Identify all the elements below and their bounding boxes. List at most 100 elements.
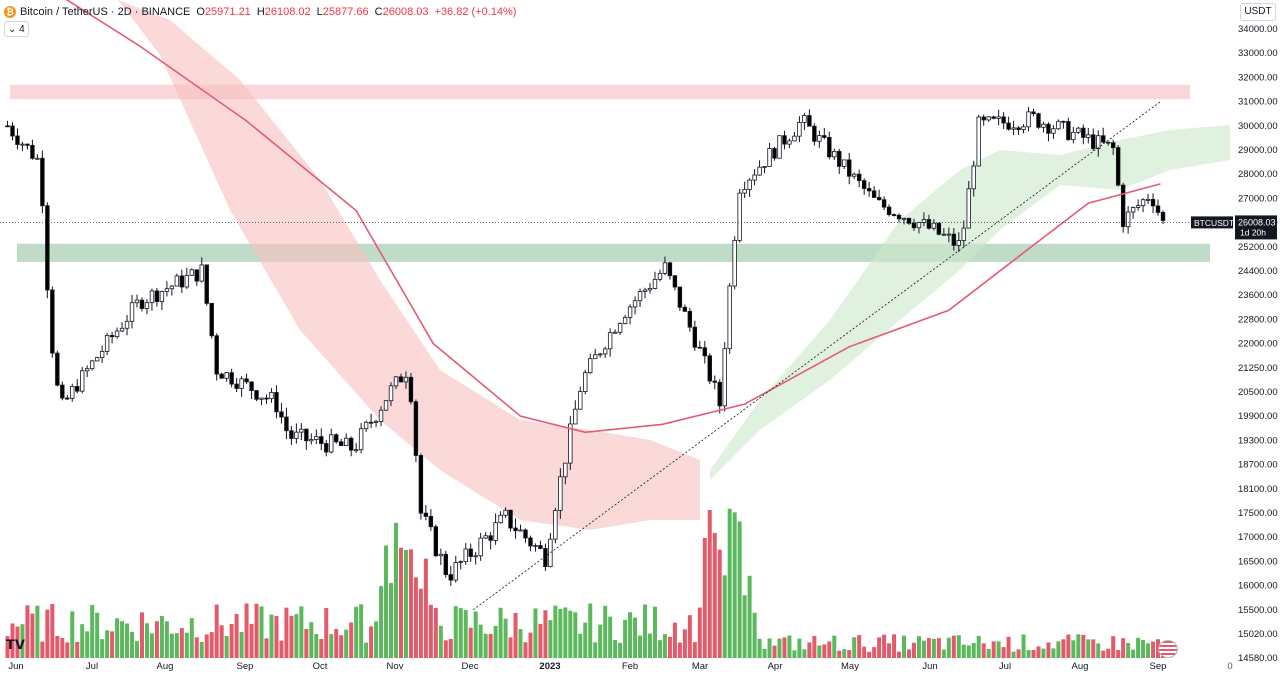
candle-body-43 bbox=[219, 373, 224, 379]
candle-body-107 bbox=[538, 545, 543, 549]
time-tick-label: Dec bbox=[462, 661, 479, 672]
candle-body-226 bbox=[1130, 207, 1136, 213]
candle-body-145 bbox=[727, 285, 732, 350]
candle-body-66 bbox=[334, 434, 339, 443]
candle-body-52 bbox=[264, 397, 269, 400]
volume-bar-173 bbox=[867, 651, 872, 658]
volume-bar-92 bbox=[463, 610, 468, 658]
volume-bar-187 bbox=[936, 638, 941, 658]
volume-bar-220 bbox=[1101, 650, 1106, 658]
volume-bar-149 bbox=[747, 575, 752, 658]
candle-body-108 bbox=[543, 548, 548, 568]
candle-body-144 bbox=[722, 348, 727, 407]
volume-bar-2 bbox=[15, 626, 20, 658]
volume-bar-153 bbox=[767, 638, 772, 658]
candle-body-64 bbox=[324, 443, 329, 453]
candle-body-216 bbox=[1081, 127, 1086, 138]
volume-bar-39 bbox=[199, 641, 204, 658]
candle-body-181 bbox=[906, 217, 912, 224]
moving-average-line bbox=[65, 0, 1161, 434]
symbol-title[interactable]: Bitcoin / TetherUS · 2D · BINANCE bbox=[20, 6, 191, 18]
volume-bar-105 bbox=[528, 632, 533, 658]
candle-body-114 bbox=[573, 408, 578, 425]
volume-bar-225 bbox=[1126, 643, 1131, 658]
volume-bar-135 bbox=[677, 642, 682, 658]
volume-bar-119 bbox=[598, 624, 603, 658]
candles bbox=[5, 106, 1166, 586]
volume-bar-49 bbox=[249, 623, 254, 658]
volume-bar-93 bbox=[468, 627, 473, 658]
volume-bar-194 bbox=[971, 642, 976, 658]
candle-body-111 bbox=[558, 476, 563, 511]
candle-body-39 bbox=[199, 264, 204, 282]
candle-body-12 bbox=[65, 397, 70, 400]
indicators-toggle[interactable]: ⌄ 4 bbox=[4, 21, 29, 37]
candle-body-197 bbox=[986, 116, 991, 121]
candle-body-21 bbox=[109, 335, 115, 338]
candle-body-130 bbox=[652, 278, 658, 289]
volume-bar-213 bbox=[1066, 634, 1071, 658]
price-tick-label: 25200.00 bbox=[1238, 242, 1278, 253]
candle-body-231 bbox=[1155, 205, 1161, 213]
candle-body-163 bbox=[817, 135, 822, 142]
candle-body-72 bbox=[363, 421, 369, 430]
volume-bar-99 bbox=[498, 607, 503, 658]
volume-bar-157 bbox=[787, 635, 792, 658]
volume-bar-33 bbox=[169, 633, 174, 658]
volume-bar-174 bbox=[872, 647, 877, 658]
candle-body-156 bbox=[782, 135, 787, 145]
candle-body-29 bbox=[149, 290, 155, 304]
candle-body-127 bbox=[637, 291, 643, 302]
candle-body-50 bbox=[254, 390, 259, 400]
volume-bar-58 bbox=[294, 614, 299, 658]
currency-selector[interactable]: USDT bbox=[1240, 3, 1276, 21]
volume-bar-120 bbox=[603, 605, 608, 658]
time-tick-label: Jun bbox=[8, 661, 23, 672]
candle-body-20 bbox=[104, 335, 110, 352]
volume-bar-141 bbox=[707, 509, 712, 658]
price-tick-label: 16000.00 bbox=[1238, 581, 1278, 592]
candle-body-58 bbox=[294, 431, 299, 439]
candle-body-189 bbox=[946, 233, 952, 236]
volume-bar-12 bbox=[65, 642, 70, 658]
candle-body-180 bbox=[901, 217, 907, 220]
volume-bar-219 bbox=[1096, 643, 1101, 658]
candle-body-232 bbox=[1160, 212, 1166, 221]
volume-bar-170 bbox=[852, 637, 857, 658]
candle-body-204 bbox=[1021, 126, 1026, 131]
candle-body-140 bbox=[702, 347, 707, 357]
volume-bar-218 bbox=[1091, 639, 1096, 658]
bitcoin-icon: ₿ bbox=[4, 6, 16, 18]
volume-bar-186 bbox=[931, 638, 936, 658]
candle-body-170 bbox=[852, 173, 857, 177]
candle-body-171 bbox=[856, 173, 862, 182]
candle-body-78 bbox=[393, 376, 399, 387]
volume-bar-126 bbox=[633, 617, 638, 658]
open-key: O bbox=[196, 6, 205, 18]
volume-bar-227 bbox=[1136, 637, 1141, 658]
candle-body-126 bbox=[632, 300, 638, 308]
volume-bar-161 bbox=[807, 642, 812, 658]
volume-bar-0 bbox=[5, 636, 10, 658]
time-tick-label: Aug bbox=[157, 661, 174, 672]
price-tick-label: 22000.00 bbox=[1238, 339, 1278, 350]
candle-body-155 bbox=[777, 135, 782, 159]
volume-bar-94 bbox=[473, 611, 478, 658]
volume-bar-197 bbox=[986, 648, 991, 658]
volume-bar-84 bbox=[423, 558, 428, 658]
volume-bar-59 bbox=[299, 606, 304, 658]
candle-body-139 bbox=[697, 346, 703, 349]
candle-body-211 bbox=[1056, 120, 1061, 130]
volume-bar-14 bbox=[75, 642, 80, 658]
low-key: L bbox=[316, 6, 323, 18]
candle-body-3 bbox=[20, 143, 25, 146]
candle-body-190 bbox=[951, 233, 957, 246]
candle-body-100 bbox=[503, 509, 508, 516]
candle-body-11 bbox=[60, 384, 65, 399]
volume-bar-140 bbox=[702, 537, 707, 658]
volume-bar-29 bbox=[149, 633, 154, 658]
volume-bar-74 bbox=[374, 621, 379, 658]
candle-body-188 bbox=[941, 233, 947, 236]
candle-body-164 bbox=[822, 135, 827, 138]
